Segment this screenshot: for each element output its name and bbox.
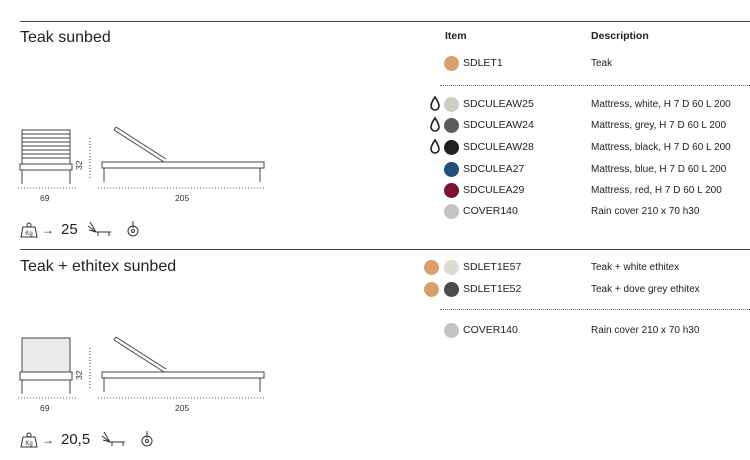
water-drop-icon: [430, 116, 440, 132]
svg-text:Kg: Kg: [25, 441, 32, 447]
item-description: Rain cover 210 x 70 h30: [591, 325, 700, 336]
item-description: Mattress, white, H 7 D 60 L 200: [591, 99, 731, 110]
width-dimension: 69: [40, 403, 50, 413]
product-row: SDCULEA29 Mattress, red, H 7 D 60 L 200: [0, 182, 750, 200]
item-code: SDLET1: [463, 57, 503, 69]
sunbed-side-view-drawing: [89, 126, 265, 189]
product-row: COVER140 Rain cover 210 x 70 h30: [0, 203, 750, 221]
sunbed-front-view-drawing: [18, 129, 76, 189]
product-row: SDCULEAW28 Mattress, black, H 7 D 60 L 20…: [0, 138, 750, 157]
item-code: SDCULEAW24: [463, 119, 534, 131]
top-rule: [20, 21, 750, 22]
length-dimension: 205: [175, 403, 190, 413]
weight-kg-icon: Kg: [20, 432, 38, 448]
product-row: SDCULEAW25 Mattress, white, H 7 D 60 L 20…: [0, 95, 750, 114]
weight-value: 20,5: [61, 431, 91, 448]
product-row: SDLET1 Teak: [0, 55, 750, 73]
length-dimension: 205: [175, 193, 190, 203]
water-drop-icon: [430, 138, 440, 154]
color-swatch: [444, 282, 459, 297]
item-code: SDCULEA29: [463, 184, 525, 196]
item-code: SDCULEAW28: [463, 141, 534, 153]
section-divider: [20, 249, 750, 250]
svg-text:Kg: Kg: [25, 231, 32, 237]
item-description: Teak + dove grey ethitex: [591, 284, 700, 295]
width-dimension: 69: [40, 193, 50, 203]
item-code: SDCULEA27: [463, 163, 525, 175]
color-swatch: [444, 118, 459, 133]
item-code: SDLET1E57: [463, 261, 522, 273]
color-swatch: [444, 260, 459, 275]
product-row: COVER140 Rain cover 210 x 70 h30: [0, 322, 750, 340]
recline-positions-icon: [101, 431, 125, 446]
color-swatch: [424, 282, 439, 297]
color-swatch: [424, 260, 439, 275]
color-swatch: [444, 56, 459, 71]
item-description: Mattress, blue, H 7 D 60 L 200: [591, 164, 727, 175]
item-code: COVER140: [463, 205, 518, 217]
height-dimension: 32: [74, 370, 84, 380]
product-row: SDCULEA27 Mattress, blue, H 7 D 60 L 200: [0, 161, 750, 179]
color-swatch: [444, 140, 459, 155]
color-swatch: [444, 97, 459, 112]
product-row: SDCULEAW24 Mattress, grey, H 7 D 60 L 200: [0, 116, 750, 135]
wheel-icon: [127, 221, 139, 237]
color-swatch: [444, 162, 459, 177]
weight-kg-icon: Kg: [20, 222, 38, 238]
section-title: Teak + ethitex sunbed: [20, 258, 177, 275]
weight-value: 25: [61, 221, 78, 238]
item-code: SDCULEAW25: [463, 98, 534, 110]
product-row: SDLET1E52 Teak + dove grey ethitex: [0, 281, 750, 299]
dotted-separator: [440, 309, 750, 310]
item-description: Teak + white ethitex: [591, 262, 680, 273]
item-description: Mattress, red, H 7 D 60 L 200: [591, 185, 722, 196]
wheel-icon: [141, 431, 153, 447]
item-description: Teak: [591, 58, 613, 69]
dotted-separator: [440, 85, 750, 86]
item-description: Mattress, grey, H 7 D 60 L 200: [591, 120, 727, 131]
item-code: COVER140: [463, 324, 518, 336]
section-title: Teak sunbed: [20, 29, 111, 46]
item-description: Rain cover 210 x 70 h30: [591, 206, 700, 217]
item-code: SDLET1E52: [463, 283, 522, 295]
water-drop-icon: [430, 95, 440, 111]
product-row: SDLET1E57 Teak + white ethitex: [0, 259, 750, 277]
item-description: Mattress, black, H 7 D 60 L 200: [591, 142, 731, 153]
description-column-header: Description: [591, 30, 649, 42]
spec-line: Kg → 20,5: [20, 430, 220, 450]
color-swatch: [444, 204, 459, 219]
item-column-header: Item: [445, 30, 467, 42]
sunbed-side-view-drawing: [89, 336, 265, 399]
sunbed-front-view-drawing: [18, 337, 76, 399]
arrow-right-icon: →: [42, 223, 54, 237]
color-swatch: [444, 323, 459, 338]
height-dimension: 32: [74, 160, 84, 170]
spec-line: Kg → 25: [20, 220, 220, 240]
recline-positions-icon: [87, 221, 111, 236]
arrow-right-icon: →: [42, 433, 54, 447]
color-swatch: [444, 183, 459, 198]
